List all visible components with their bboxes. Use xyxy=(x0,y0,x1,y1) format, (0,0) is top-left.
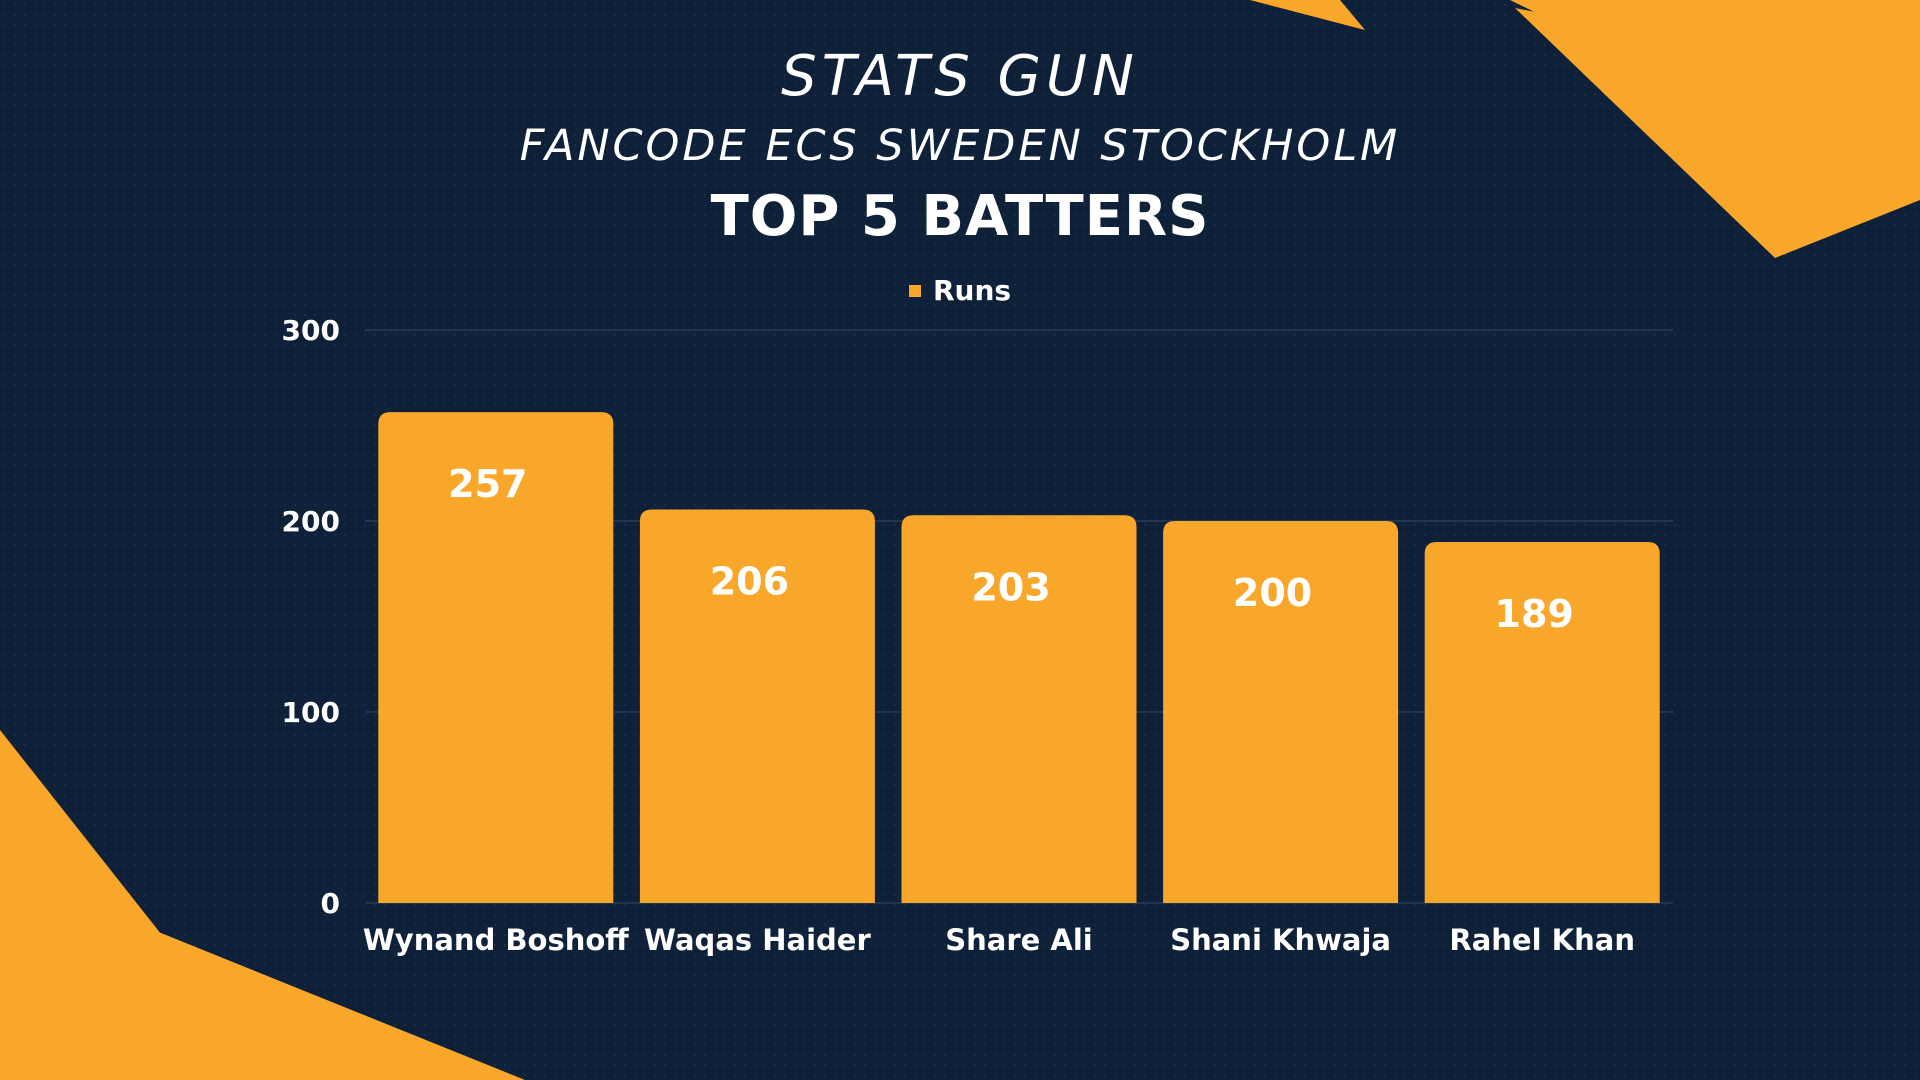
y-tick-label: 200 xyxy=(282,505,340,538)
legend-swatch xyxy=(908,284,921,297)
bar-share-ali xyxy=(901,515,1137,903)
tournament-subtitle: FANCODE ECS SWEDEN STOCKHOLM xyxy=(519,121,1401,171)
bar-shani-khwaja xyxy=(1163,521,1399,903)
data-label: 203 xyxy=(971,565,1050,609)
x-category-label: Rahel Khan xyxy=(1449,923,1635,957)
data-label: 257 xyxy=(448,462,527,506)
decor-stripe-top-4 xyxy=(1800,0,1920,90)
chart-title: TOP 5 BATTERS xyxy=(710,184,1210,249)
x-category-label: Waqas Haider xyxy=(644,923,871,957)
data-label: 189 xyxy=(1495,592,1574,636)
x-category-label: Share Ali xyxy=(945,923,1093,957)
decor-stripe-top-3 xyxy=(1515,8,1920,258)
brand-title: STATS GUN xyxy=(781,44,1139,109)
bar-wynand-boshoff xyxy=(378,412,614,903)
legend-label: Runs xyxy=(932,274,1012,307)
decor-stripe-bottom-2 xyxy=(0,868,525,1080)
data-label: 200 xyxy=(1233,571,1312,615)
data-label: 206 xyxy=(710,560,789,604)
decor-stripe-top-1 xyxy=(1250,0,1365,30)
y-tick-label: 0 xyxy=(321,887,340,920)
y-tick-label: 300 xyxy=(282,314,340,347)
bar-waqas-haider xyxy=(639,509,875,903)
x-category-label: Shani Khwaja xyxy=(1170,923,1391,957)
x-category-label: Wynand Boshoff xyxy=(363,923,629,957)
legend: Runs xyxy=(0,274,1920,307)
bar-rahel-khan xyxy=(1424,542,1660,903)
y-tick-label: 100 xyxy=(282,696,340,729)
